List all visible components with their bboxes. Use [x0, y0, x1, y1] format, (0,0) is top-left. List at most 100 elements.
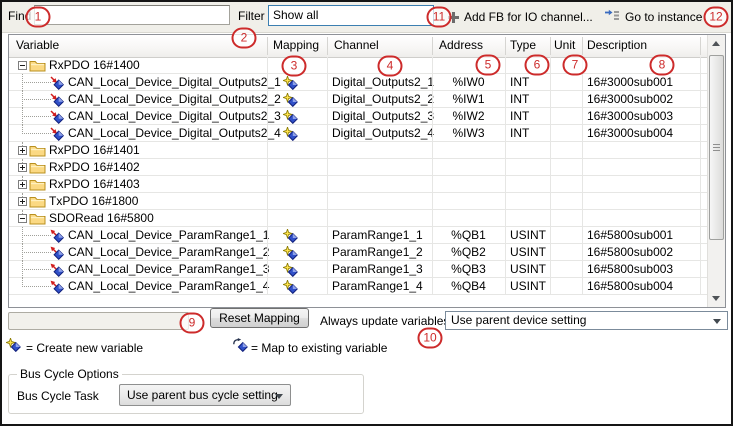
channel-cell: ParamRange1_1 [332, 228, 423, 242]
description-cell: 16#5800sub001 [587, 228, 674, 242]
grid-line [505, 57, 506, 295]
address-cell: %IW1 [452, 92, 485, 106]
group-label: RxPDO 16#1401 [49, 143, 140, 157]
table-row[interactable]: RxPDO 16#1403 [9, 176, 708, 193]
variable-input-icon [50, 127, 65, 145]
table-row[interactable]: TxPDO 16#1800 [9, 193, 708, 210]
expand-icon[interactable] [18, 146, 27, 155]
column-separator [582, 37, 583, 55]
table-row[interactable]: RxPDO 16#1402 [9, 159, 708, 176]
folder-icon [29, 59, 46, 76]
address-cell: %QB4 [451, 279, 486, 293]
grid-line [550, 57, 551, 295]
column-header-type[interactable]: Type [510, 38, 537, 52]
tree-guide [22, 252, 51, 253]
column-header-description[interactable]: Description [587, 38, 648, 52]
variable-output-icon [50, 280, 65, 298]
variable-input-icon [50, 93, 65, 111]
description-cell: 16#5800sub004 [587, 279, 674, 293]
type-cell: USINT [510, 262, 546, 276]
create-new-variable-icon [281, 125, 298, 144]
description-cell: 16#5800sub002 [587, 245, 674, 259]
column-separator [327, 37, 328, 55]
reset-mapping-button[interactable]: Reset Mapping [210, 308, 309, 328]
address-cell: %QB3 [451, 262, 486, 276]
tree-guide [22, 125, 23, 134]
channel-cell: Digital_Outputs2_1 [332, 75, 435, 89]
collapse-icon[interactable] [18, 214, 27, 223]
table-row[interactable]: CAN_Local_Device_Digital_Outputs2_2 Digi… [9, 91, 708, 108]
create-new-variable-icon [281, 74, 298, 93]
always-update-variables-value: Use parent device setting [451, 313, 587, 327]
table-row[interactable]: CAN_Local_Device_ParamRange1_4 ParamRang… [9, 278, 708, 295]
expand-icon[interactable] [18, 180, 27, 189]
table-row[interactable]: CAN_Local_Device_ParamRange1_1 ParamRang… [9, 227, 708, 244]
grid-line [700, 57, 701, 295]
filter-value: Show all [273, 8, 319, 22]
table-row[interactable]: CAN_Local_Device_Digital_Outputs2_3 Digi… [9, 108, 708, 125]
create-new-variable-icon [281, 244, 298, 263]
channel-cell: Digital_Outputs2_2 [332, 92, 435, 106]
column-separator [267, 37, 268, 55]
collapse-icon[interactable] [18, 61, 27, 70]
io-mapping-table: Variable Mapping Channel Address Type Unit Des… [8, 34, 726, 308]
callout-1: 1 [25, 6, 51, 28]
scrollbar-thumb[interactable] [709, 55, 724, 240]
expand-icon[interactable] [18, 163, 27, 172]
address-cell: %IW2 [452, 109, 485, 123]
column-header-mapping[interactable]: Mapping [273, 38, 320, 52]
variable-output-icon [50, 229, 65, 247]
column-separator [432, 37, 433, 55]
table-row[interactable]: RxPDO 16#1400 [9, 57, 708, 74]
column-header-channel[interactable]: Channel [334, 38, 379, 52]
add-fb-button[interactable]: Add FB for IO channel... [448, 5, 593, 29]
tree-guide [22, 82, 51, 83]
bus-cycle-options-group: Bus Cycle Options Bus Cycle Task Use par… [8, 367, 364, 414]
go-to-instance-button[interactable]: Go to instance [605, 5, 702, 29]
find-input[interactable] [34, 5, 230, 25]
group-label: RxPDO 16#1400 [49, 58, 140, 72]
column-header-address[interactable]: Address [439, 38, 484, 52]
folder-icon [29, 161, 46, 178]
grid-line [582, 57, 583, 295]
column-header-unit[interactable]: Unit [554, 38, 576, 52]
description-cell: 16#3000sub002 [587, 92, 674, 106]
create-new-variable-icon [281, 108, 298, 127]
tree-guide [22, 133, 51, 134]
table-row[interactable]: CAN_Local_Device_Digital_Outputs2_1 Digi… [9, 74, 708, 91]
bus-cycle-task-dropdown[interactable]: Use parent bus cycle setting [119, 384, 291, 406]
folder-icon [29, 144, 46, 161]
scrollbar-up-button[interactable] [708, 35, 725, 52]
scrollbar-down-button[interactable] [708, 290, 725, 307]
callout-6: 6 [524, 54, 550, 76]
description-cell: 16#3000sub001 [587, 75, 674, 89]
filter-label: Filter [238, 9, 265, 23]
table-row[interactable]: CAN_Local_Device_Digital_Outputs2_4 Digi… [9, 125, 708, 142]
go-to-instance-label: Go to instance [625, 10, 703, 24]
always-update-variables-label: Always update variables: [320, 314, 453, 328]
legend-create-label: = Create new variable [26, 341, 144, 355]
vertical-scrollbar[interactable] [707, 35, 725, 307]
scrollbar-up-icon [712, 41, 720, 46]
grid-line [327, 57, 328, 295]
table-row[interactable]: RxPDO 16#1401 [9, 142, 708, 159]
filter-dropdown[interactable]: Show all [268, 5, 434, 26]
grid-line [267, 57, 268, 295]
table-row[interactable]: CAN_Local_Device_ParamRange1_3 ParamRang… [9, 261, 708, 278]
expand-icon[interactable] [18, 197, 27, 206]
callout-3: 3 [281, 55, 307, 77]
column-header-variable[interactable]: Variable [16, 38, 60, 52]
mapping-status-bar [8, 312, 189, 330]
variable-label: CAN_Local_Device_Digital_Outputs2_2 [68, 92, 281, 106]
callout-7: 7 [562, 54, 588, 76]
map-existing-variable-icon [233, 338, 248, 355]
table-row[interactable]: CAN_Local_Device_ParamRange1_2 ParamRang… [9, 244, 708, 261]
always-update-variables-dropdown[interactable]: Use parent device setting [445, 311, 728, 330]
bus-cycle-task-value: Use parent bus cycle setting [127, 388, 278, 402]
scrollbar-grip-icon [713, 144, 720, 151]
table-row[interactable]: SDORead 16#5800 [9, 210, 708, 227]
callout-9: 9 [179, 312, 205, 334]
bus-cycle-options-title: Bus Cycle Options [17, 367, 122, 381]
create-new-variable-icon [281, 261, 298, 280]
type-cell: INT [510, 126, 530, 140]
